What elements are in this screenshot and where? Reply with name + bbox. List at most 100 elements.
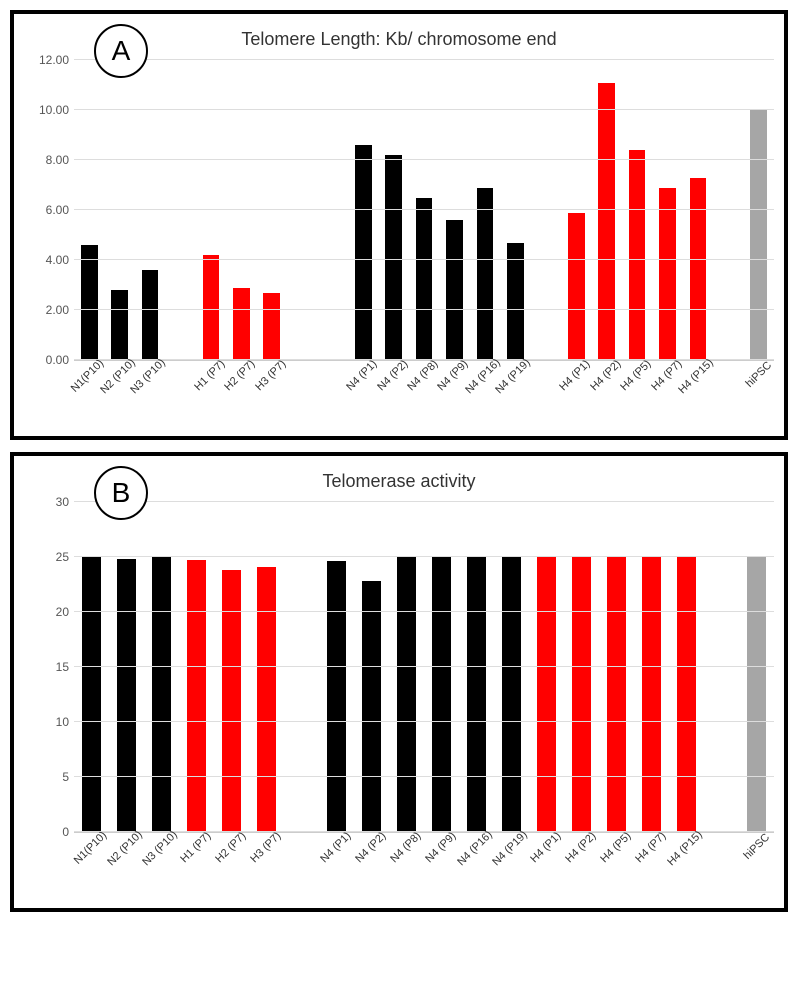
bar-slot (424, 502, 459, 832)
x-label: hiPSC (743, 359, 774, 390)
gridline (74, 556, 774, 557)
bar (416, 198, 433, 361)
bar-slot (348, 60, 378, 360)
x-label-slot: hiPSC (744, 361, 774, 431)
bar-slot (599, 502, 634, 832)
bar-slot (196, 60, 226, 360)
panel-a-bars (74, 60, 774, 360)
y-tick-label: 15 (56, 660, 69, 674)
x-label: N4 (P2) (353, 830, 388, 865)
x-label-slot: H1 (P7) (196, 361, 226, 431)
x-label: H2 (P7) (213, 830, 248, 865)
bar-slot (74, 60, 104, 360)
x-label-slot (531, 361, 561, 431)
panel-a-chart: 0.002.004.006.008.0010.0012.00 (24, 60, 774, 361)
x-label: H4 (P1) (557, 358, 592, 393)
bar-slot (319, 502, 354, 832)
y-tick-label: 30 (56, 495, 69, 509)
x-label-slot: N3 (P10) (144, 833, 179, 903)
x-label: H4 (P1) (528, 830, 563, 865)
y-tick-label: 20 (56, 605, 69, 619)
x-label-slot (287, 361, 317, 431)
x-label-slot: H4 (P7) (634, 833, 669, 903)
gridline (74, 666, 774, 667)
y-tick-label: 5 (62, 770, 69, 784)
x-label-slot: H3 (P7) (257, 361, 287, 431)
bar-slot (531, 60, 561, 360)
x-label-slot: N2 (P10) (109, 833, 144, 903)
bar-slot (652, 60, 682, 360)
bar-slot (470, 60, 500, 360)
panel-a-letter-text: A (112, 35, 131, 67)
bar-slot (744, 60, 774, 360)
gridline (74, 209, 774, 210)
x-label-slot: N4 (P2) (378, 361, 408, 431)
bar (397, 557, 416, 832)
bar-slot (284, 502, 319, 832)
bar-slot (500, 60, 530, 360)
x-label-slot: N4 (P2) (354, 833, 389, 903)
x-label: H1 (P7) (178, 830, 213, 865)
x-label: N4 (P16) (455, 829, 495, 869)
x-label: N2 (P10) (105, 829, 145, 869)
x-label-slot (318, 361, 348, 431)
gridline (74, 59, 774, 60)
x-label: H3 (P7) (253, 358, 288, 393)
panel-b-bars (74, 502, 774, 832)
bar-slot (165, 60, 195, 360)
x-label: N1(P10) (71, 829, 108, 866)
bar (572, 557, 591, 832)
gridline (74, 611, 774, 612)
x-label-slot: N3 (P10) (135, 361, 165, 431)
bar-slot (389, 502, 424, 832)
y-tick-label: 6.00 (46, 203, 69, 217)
panel-b-yaxis: 051015202530 (24, 502, 74, 832)
bar (257, 567, 276, 832)
bar-slot (135, 60, 165, 360)
x-label: H3 (P7) (248, 830, 283, 865)
bar (355, 145, 372, 360)
bar-slot (249, 502, 284, 832)
x-label-slot: H4 (P7) (652, 361, 682, 431)
y-tick-label: 8.00 (46, 153, 69, 167)
bar-slot (378, 60, 408, 360)
bar-slot (494, 502, 529, 832)
panel-b-xlabels: N1(P10)N2 (P10)N3 (P10)H1 (P7)H2 (P7)H3 … (74, 833, 774, 903)
bar (568, 213, 585, 361)
x-label: N4 (P19) (494, 357, 534, 397)
bar (607, 557, 626, 832)
bar (81, 245, 98, 360)
x-label: H4 (P2) (563, 830, 598, 865)
bar-slot (683, 60, 713, 360)
bar-slot (739, 502, 774, 832)
x-label: H4 (P7) (633, 830, 668, 865)
gridline (74, 259, 774, 260)
panel-a-yaxis: 0.002.004.006.008.0010.0012.00 (24, 60, 74, 360)
x-label-slot (165, 361, 195, 431)
bar (362, 581, 381, 832)
bar (477, 188, 494, 361)
x-label-slot: H4 (P2) (564, 833, 599, 903)
bar (233, 288, 250, 361)
bar (502, 557, 521, 832)
x-label: N3 (P10) (140, 829, 180, 869)
bar (507, 243, 524, 361)
x-label: N3 (P10) (128, 357, 168, 397)
panel-b-letter: B (94, 466, 148, 520)
bar-slot (409, 60, 439, 360)
bar-slot (669, 502, 704, 832)
bar-slot (561, 60, 591, 360)
bar (629, 150, 646, 360)
x-label-slot: N4 (P19) (494, 833, 529, 903)
x-label-slot (284, 833, 319, 903)
bar (690, 178, 707, 361)
y-tick-label: 10.00 (39, 103, 69, 117)
bar (111, 290, 128, 360)
bar-slot (713, 60, 743, 360)
x-label-slot: N4 (P16) (470, 361, 500, 431)
x-label-slot: H4 (P5) (622, 361, 652, 431)
y-tick-label: 4.00 (46, 253, 69, 267)
x-label-slot: N4 (P16) (459, 833, 494, 903)
x-label-slot: H4 (P15) (683, 361, 713, 431)
bar-slot (459, 502, 494, 832)
